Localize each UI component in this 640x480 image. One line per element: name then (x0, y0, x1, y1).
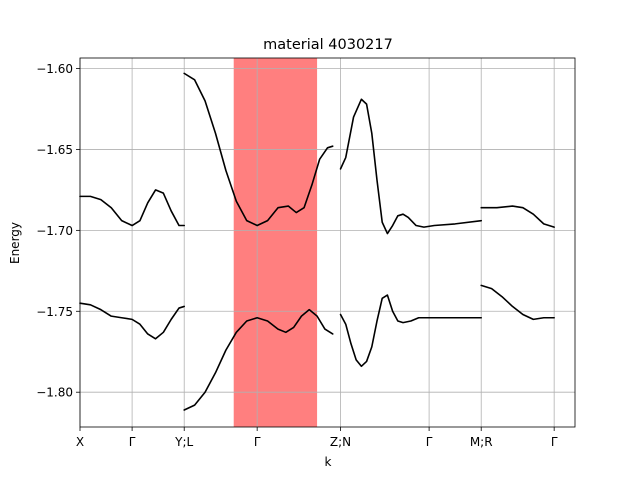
y-tick-label: −1.75 (36, 305, 73, 319)
chart-title: material 4030217 (263, 37, 393, 53)
band-line-7 (480, 205, 555, 228)
band-line-3 (183, 72, 334, 227)
x-tick-label: Γ (426, 435, 433, 449)
x-axis-ticks: X Γ Y;L Γ Z;N Γ M;R Γ (76, 427, 558, 449)
band-line-1 (79, 189, 186, 227)
band-line-2 (79, 302, 186, 340)
x-tick-label: Γ (254, 435, 261, 449)
y-axis-ticks: −1.80 −1.75 −1.70 −1.65 −1.60 (36, 62, 80, 400)
highlight-band (233, 58, 318, 427)
y-tick-label: −1.60 (36, 62, 73, 76)
band-line-8 (480, 284, 555, 321)
x-tick-label: Z;N (330, 435, 351, 449)
series-layer (79, 72, 555, 411)
x-tick-label: X (76, 435, 84, 449)
y-tick-label: −1.65 (36, 143, 73, 157)
x-axis-label: k (325, 455, 332, 469)
band-line-6 (339, 294, 483, 368)
x-tick-label: Y;L (174, 435, 193, 449)
x-tick-label: Γ (129, 435, 136, 449)
y-axis-label: Energy (8, 222, 22, 264)
y-tick-label: −1.80 (36, 386, 73, 400)
y-tick-label: −1.70 (36, 224, 73, 238)
band-line-4 (183, 308, 334, 411)
grid-layer (79, 58, 575, 427)
highlight-band-layer (233, 58, 318, 427)
x-tick-label: Γ (551, 435, 558, 449)
x-tick-label: M;R (470, 435, 493, 449)
band-line-5 (339, 98, 483, 235)
plot-frame (79, 57, 576, 428)
